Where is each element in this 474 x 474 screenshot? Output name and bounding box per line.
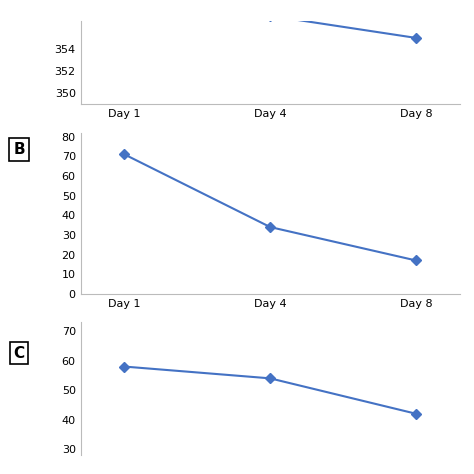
Legend: Zonulin (pq/mL): Zonulin (pq/mL)	[204, 156, 336, 178]
Text: B: B	[13, 142, 25, 157]
Legend: CRP (mg/L): CRP (mg/L)	[219, 345, 322, 367]
Text: C: C	[13, 346, 25, 361]
